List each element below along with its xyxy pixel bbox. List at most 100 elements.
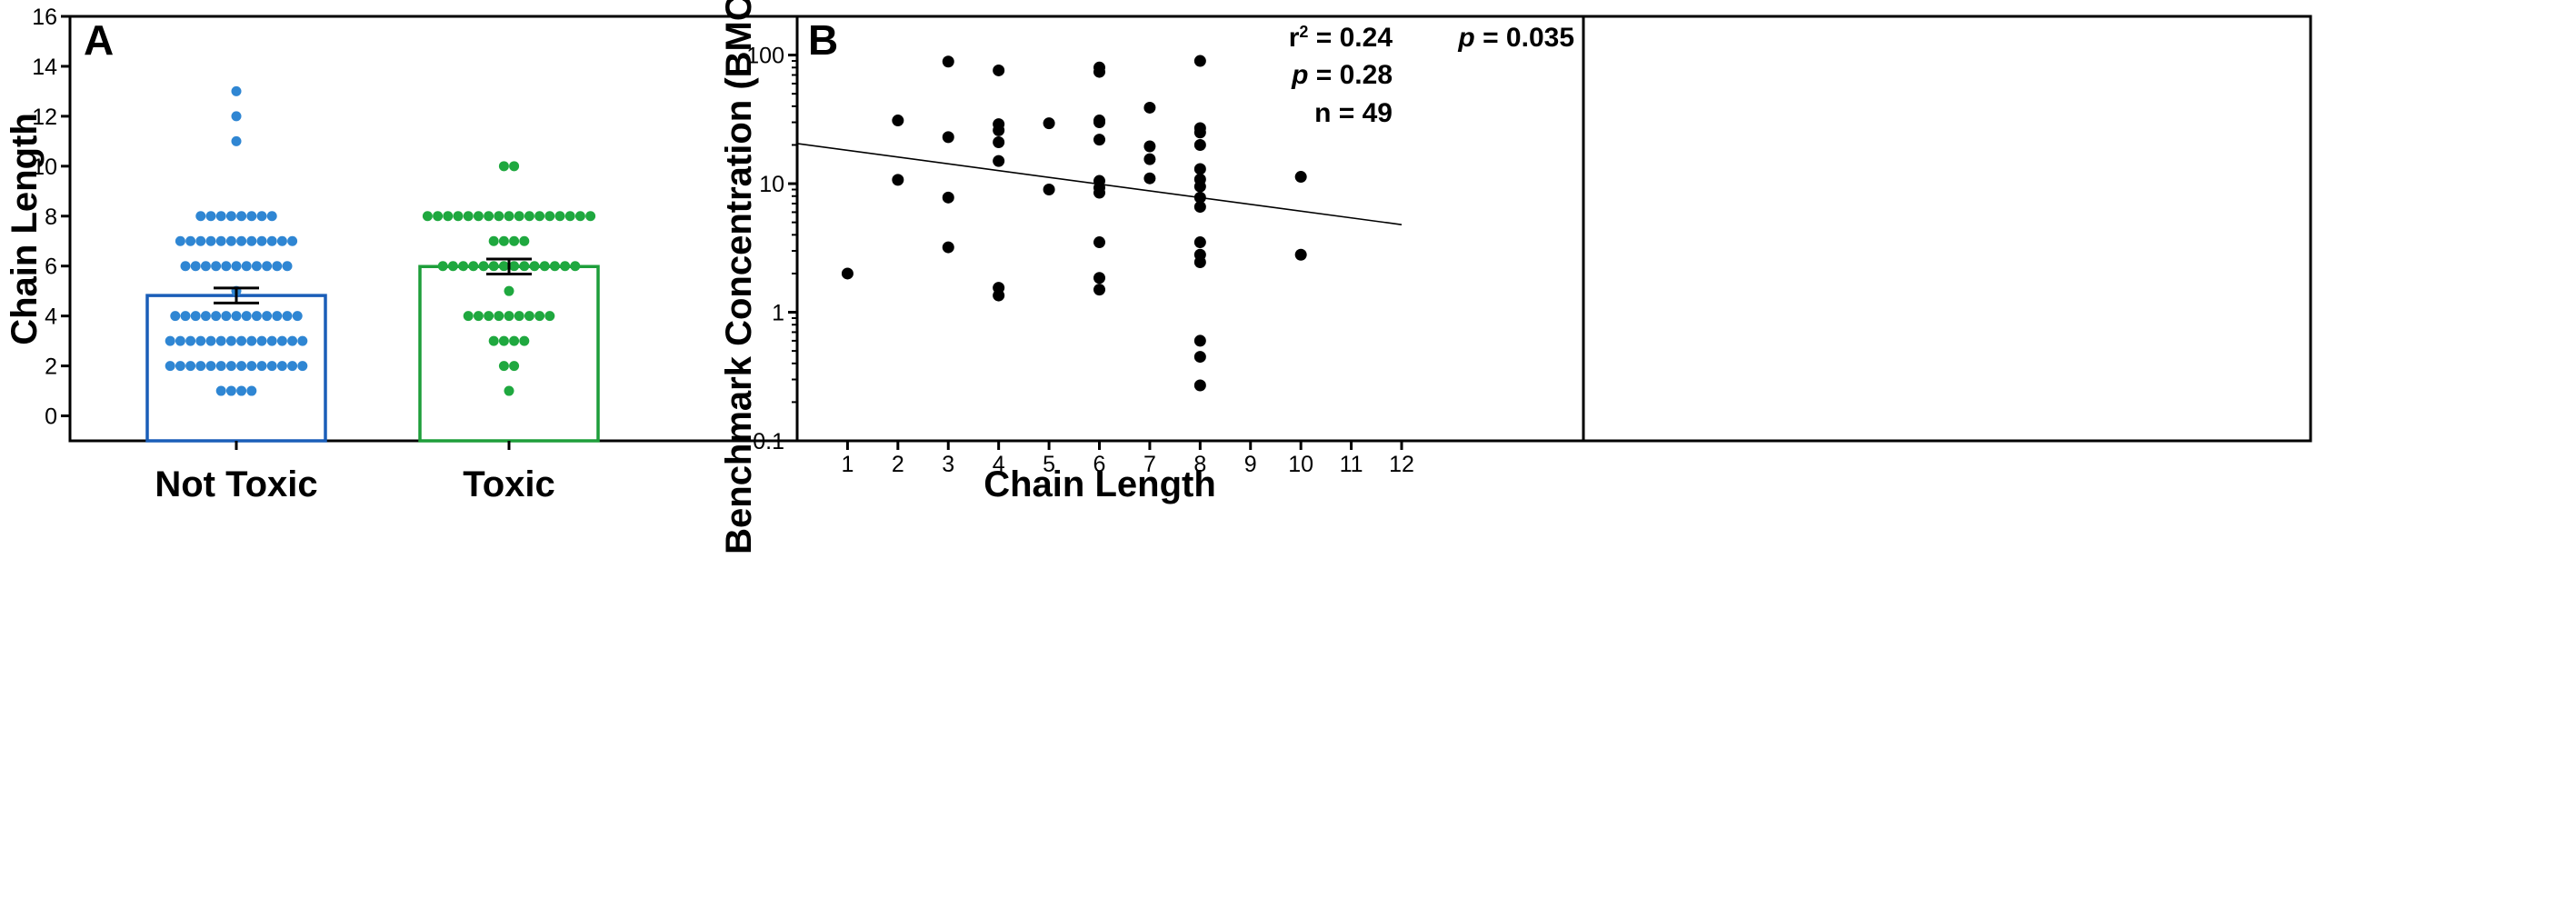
panel-a-dot [205, 211, 216, 222]
panel-a-dot [463, 211, 474, 222]
panel-a-dot [473, 211, 484, 222]
panel-a-y-ticks: 0 2 4 6 8 10 12 14 16 [32, 5, 70, 430]
panel-a-dot [509, 161, 520, 172]
panel-a-dot [529, 261, 540, 272]
panel-a-dot [211, 261, 222, 272]
panel-b-x-tick-label: 7 [1143, 452, 1156, 477]
panel-a-dot [225, 385, 236, 396]
panel-a-dot [554, 211, 565, 222]
panel-a-dot [225, 235, 236, 246]
panel-b-dot [1193, 126, 1206, 139]
panel-b-dot [1093, 65, 1105, 78]
panel-a-y-tick-label: 16 [32, 5, 57, 30]
panel-b-chart: B r2 = 0.24 p = 0.28 n = 49 Benchmark Co… [719, 0, 2312, 554]
panel-b-dot [993, 64, 1005, 76]
panel-b-x-tick-label: 11 [1340, 452, 1363, 477]
panel-a-dot [453, 211, 464, 222]
panel-a-dot [458, 261, 469, 272]
panel-a-dot [246, 361, 257, 372]
panel-a-dot [276, 235, 287, 246]
panel-a-dot [463, 311, 474, 322]
panel-b-p-annotation: p = 0.28 [1291, 60, 1393, 90]
panel-b-dot [1193, 379, 1206, 392]
panel-a-dot [478, 261, 489, 272]
panel-a-dot [165, 335, 175, 346]
panel-a-dot [447, 261, 458, 272]
panel-a-dot [514, 211, 524, 222]
panel-a-dot [190, 261, 201, 272]
panel-a-dot [241, 311, 252, 322]
panel-a-dot [524, 211, 534, 222]
panel-b-dot [942, 131, 954, 144]
panel-b-dot [993, 155, 1005, 167]
panel-b-dot [942, 55, 954, 68]
panel-a-dot [509, 261, 520, 272]
panel-b-y-tick-label: 0.1 [753, 429, 784, 454]
panel-a-error-bars [214, 257, 532, 304]
panel-a-dot [504, 285, 514, 296]
panel-a-dot [494, 211, 504, 222]
panel-a-dot [175, 361, 185, 372]
panel-a-y-axis-label: Chain Length [5, 113, 45, 345]
panel-b-dot [1193, 334, 1206, 347]
panel-b-y-tick-label: 100 [746, 44, 784, 69]
panel-b-dot [942, 241, 954, 254]
panel-a-dot [236, 211, 247, 222]
panel-a-p-annotation: p = 0.035 [1457, 23, 1574, 53]
panel-a-dot [544, 311, 555, 322]
panel-a-bars [145, 264, 600, 443]
panel-a-dot [246, 335, 257, 346]
panel-a-dot [544, 211, 555, 222]
panel-b-dot [841, 267, 854, 280]
panel-a-dot [215, 335, 226, 346]
panel-a-dot [504, 211, 514, 222]
panel-b-x-ticks: 1 2 3 4 5 6 7 8 9 10 11 12 [841, 441, 1414, 477]
panel-a-dot [534, 211, 545, 222]
panel-a-dot [549, 261, 560, 272]
panel-a-dot [534, 311, 545, 322]
panel-b-dot [1043, 184, 1055, 196]
panel-a-dot [524, 311, 534, 322]
panel-b-dot [1193, 138, 1206, 151]
panel-a-dot [287, 361, 298, 372]
panel-a-dot [468, 261, 479, 272]
panel-a-dot [185, 335, 196, 346]
panel-a-x-categories: Not Toxic Toxic [155, 441, 555, 504]
panel-a-dot [488, 335, 499, 346]
panel-b-x-tick-label: 8 [1193, 452, 1206, 477]
panel-b-dot [1193, 180, 1206, 193]
panel-b-dot [993, 135, 1005, 148]
panel-a-dot [266, 211, 277, 222]
panel-a-dot [498, 235, 509, 246]
panel-b-frame [795, 15, 2312, 443]
panel-a-dot [251, 311, 262, 322]
panel-a-dot [231, 111, 242, 122]
panel-a-dot [498, 261, 509, 272]
panel-a-dot [585, 211, 596, 222]
panel-a-dot [205, 361, 216, 372]
panel-b-dot [1093, 236, 1105, 249]
panel-a-y-tick-label: 6 [45, 254, 57, 280]
panel-b-dot [1043, 117, 1055, 130]
panel-a-dot [272, 311, 283, 322]
panel-a-dot [560, 261, 571, 272]
panel-a-dot [190, 311, 201, 322]
panel-a-dot [225, 335, 236, 346]
panel-b-x-tick-label: 6 [1093, 452, 1106, 477]
panel-a-dot [504, 311, 514, 322]
panel-b-dot [1093, 272, 1105, 284]
panel-a-dots [165, 85, 596, 396]
panel-a-dot [509, 235, 520, 246]
panel-a-dot [488, 261, 499, 272]
panel-b-dot [1193, 255, 1206, 268]
panel-a-dot [509, 335, 520, 346]
panel-a-y-tick-label: 4 [45, 304, 57, 330]
panel-a-dot [256, 211, 267, 222]
panel-a-y-tick-label: 10 [32, 155, 57, 180]
panel-b-x-tick-label: 9 [1244, 452, 1257, 477]
panel-b-dot [1193, 55, 1206, 67]
panel-b-dot [1193, 236, 1206, 249]
panel-a-dot [246, 385, 257, 396]
panel-a-dot [231, 135, 242, 146]
